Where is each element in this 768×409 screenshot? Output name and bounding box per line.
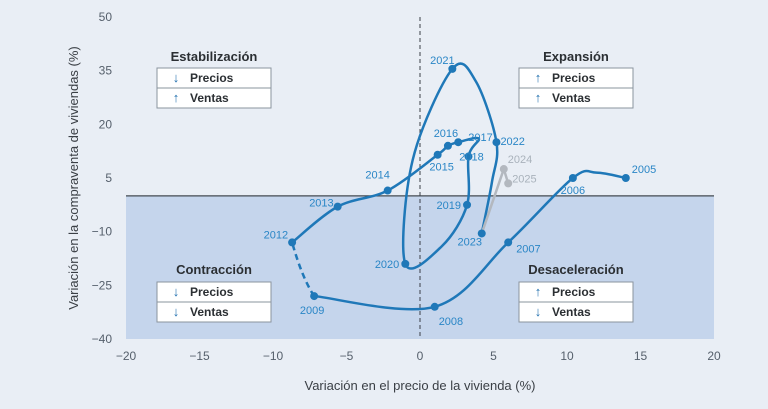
point-label-2006: 2006	[561, 185, 585, 197]
quadrant-row-label: Precios	[190, 71, 234, 85]
data-point-2009	[310, 292, 319, 301]
data-point-2012	[288, 238, 297, 247]
arrow-up-icon: ↑	[173, 90, 180, 105]
y-tick-label: 50	[99, 10, 113, 24]
data-point-2007	[504, 238, 513, 247]
data-point-2019	[463, 200, 472, 209]
y-tick-label: 5	[105, 171, 112, 185]
data-point-2008	[430, 302, 439, 311]
data-point-2021	[448, 64, 457, 73]
data-point-2020	[401, 259, 410, 268]
x-tick-label: −10	[263, 349, 284, 363]
point-label-2009: 2009	[300, 305, 324, 317]
quadrant-row-label: Precios	[552, 71, 596, 85]
arrow-down-icon: ↓	[173, 284, 180, 299]
point-label-2012: 2012	[264, 229, 288, 241]
y-tick-label: −40	[92, 332, 113, 346]
y-tick-label: −10	[92, 225, 113, 239]
data-point-2017	[454, 138, 463, 147]
data-point-2016	[443, 141, 452, 150]
series-line-2005-2009	[314, 169, 627, 311]
arrow-up-icon: ↑	[535, 90, 542, 105]
point-label-2018: 2018	[459, 152, 483, 164]
data-point-2024	[499, 165, 508, 174]
x-tick-label: −20	[116, 349, 137, 363]
arrow-up-icon: ↑	[535, 70, 542, 85]
point-label-2020: 2020	[375, 259, 399, 271]
quadrant-1: Expansión↑ Precios↑ Ventas	[518, 49, 634, 109]
quadrant-0: Estabilización ↓ Precios ↑ Ventas	[156, 49, 272, 109]
point-label-2021: 2021	[430, 55, 454, 67]
x-tick-label: −5	[340, 349, 354, 363]
point-label-2017: 2017	[468, 132, 492, 144]
y-tick-label: 20	[99, 117, 113, 131]
quadrant-row-label: Precios	[190, 285, 234, 299]
point-label-2023: 2023	[457, 236, 481, 248]
x-tick-label: 20	[707, 349, 721, 363]
quadrant-2: Contracción ↓ Precios ↓ Ventas	[156, 262, 272, 323]
data-point-2015	[433, 150, 442, 159]
point-label-2008: 2008	[439, 316, 463, 328]
data-point-2022	[492, 138, 501, 147]
data-point-2006	[568, 174, 577, 182]
x-tick-label: 15	[634, 349, 648, 363]
data-point-2025	[504, 179, 513, 188]
arrow-down-icon: ↓	[173, 70, 180, 85]
data-point-2018	[464, 152, 473, 161]
quadrant-row-label: Ventas	[190, 305, 229, 319]
point-label-2007: 2007	[516, 243, 540, 255]
quadrant-row-label: Ventas	[552, 305, 591, 319]
quadrant-row-label: Ventas	[552, 91, 591, 105]
point-label-2025: 2025	[512, 173, 536, 185]
point-label-2013: 2013	[309, 198, 333, 210]
arrow-up-icon: ↑	[535, 284, 542, 299]
data-point-2023	[477, 229, 486, 238]
quadrant-title: Estabilización	[171, 49, 258, 64]
point-label-2016: 2016	[434, 128, 458, 140]
quadrant-title: Expansión	[543, 49, 609, 64]
point-label-2005: 2005	[632, 164, 656, 176]
arrow-down-icon: ↓	[173, 304, 180, 319]
x-tick-label: 0	[417, 349, 424, 363]
point-label-2019: 2019	[437, 200, 461, 212]
point-label-2014: 2014	[365, 170, 389, 182]
x-axis-title: Variación en el precio de la vivienda (%…	[305, 378, 536, 393]
arrow-down-icon: ↓	[535, 304, 542, 319]
data-point-2005	[621, 174, 630, 182]
quadrant-row-label: Precios	[552, 285, 596, 299]
y-tick-label: −25	[92, 278, 113, 292]
series-line-2012-2023	[291, 62, 499, 270]
data-point-2013	[333, 202, 342, 211]
y-tick-label: 35	[99, 64, 113, 78]
point-label-2024: 2024	[508, 154, 532, 166]
data-point-2014	[383, 186, 392, 195]
x-tick-label: 10	[560, 349, 574, 363]
point-label-2022: 2022	[500, 136, 524, 148]
x-tick-label: 5	[490, 349, 497, 363]
x-tick-label: −15	[189, 349, 210, 363]
quadrant-title: Contracción	[176, 262, 252, 277]
quadrant-row-label: Ventas	[190, 91, 229, 105]
point-label-2015: 2015	[429, 162, 453, 174]
quadrant-title: Desaceleración	[528, 262, 623, 277]
quadrant-3: Desaceleración ↑ Precios ↓ Ventas	[518, 262, 634, 323]
y-axis-title: Variación en la compraventa de viviendas…	[66, 46, 81, 310]
